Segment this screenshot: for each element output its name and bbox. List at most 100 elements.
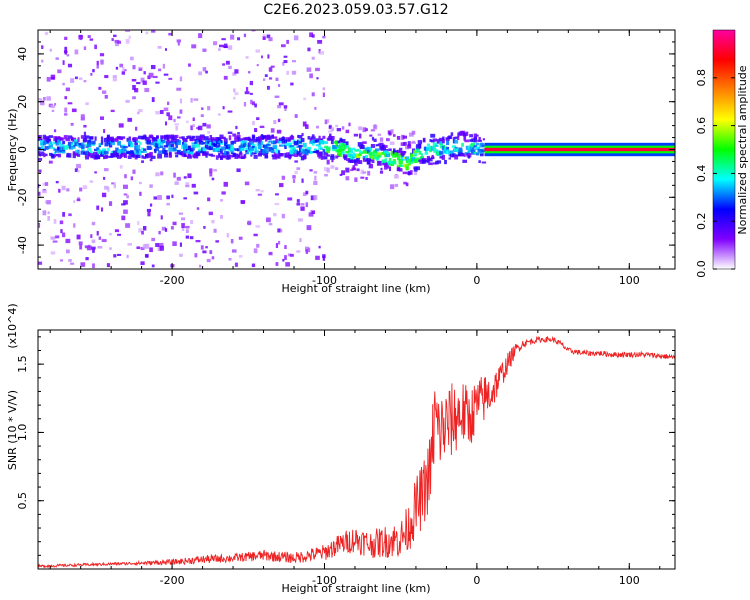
spectrogram-cell (66, 54, 70, 57)
spectrogram-cell (59, 143, 64, 148)
spectrogram-cell (234, 156, 239, 159)
spectrogram-cell (131, 138, 137, 141)
spectrogram-cell (125, 38, 130, 44)
spectrogram-cell (183, 153, 187, 157)
spectrogram-cell (249, 92, 253, 95)
spectrogram-cell (54, 151, 57, 155)
spectrogram-cell (341, 126, 345, 130)
spectrogram-cell (343, 155, 347, 161)
spectrogram-y-axis-title: Frequency (Hz) (6, 109, 19, 192)
spectrogram-cell (263, 150, 269, 155)
spectrogram-cell (238, 152, 243, 156)
spectrogram-cell (256, 64, 259, 67)
spectrogram-cell (157, 153, 163, 159)
spectrogram-cell (70, 137, 74, 140)
spectrogram-cell (72, 151, 76, 156)
spectrogram-cell (289, 149, 295, 155)
spectrogram-cell (221, 146, 227, 151)
spectrogram-cell (285, 154, 290, 157)
spectrogram-cell (50, 251, 56, 255)
spectrogram-cell (253, 248, 258, 254)
spectrogram-cell (370, 129, 376, 132)
spectrogram-cell (111, 38, 114, 41)
spectrogram-cell (121, 136, 126, 139)
spectrogram-cell (240, 147, 245, 151)
spectrogram-cell (248, 138, 254, 142)
spectrogram-cell (75, 149, 78, 154)
spectrogram-cell (322, 155, 326, 160)
spectrogram-cell (230, 151, 234, 155)
spectrogram-cell (138, 135, 143, 140)
spectrogram-cell (126, 137, 129, 142)
spectrogram-cell (287, 253, 292, 257)
spectrogram-cell (305, 124, 309, 129)
spectrogram-cell (96, 60, 99, 66)
spectrogram-cell (225, 146, 231, 149)
spectrogram-cell (251, 30, 256, 32)
spectrogram-cell (165, 135, 171, 139)
spectrogram-cell (352, 147, 356, 150)
spectrogram-cell (186, 136, 189, 139)
spectrogram-cell (356, 148, 360, 152)
spectrogram-cell (464, 139, 470, 143)
spectrogram-cell (386, 164, 390, 169)
spectrogram-cell (309, 32, 314, 38)
spectrogram-cell (311, 92, 315, 97)
spectrogram-cell (101, 90, 107, 94)
spectrogram-cell (166, 137, 170, 141)
spectrogram-cell (364, 150, 369, 154)
spectrogram-cell (109, 136, 112, 142)
spectrogram-cell (196, 207, 200, 210)
spectrogram-cell (373, 150, 377, 153)
spectrogram-cell (117, 233, 122, 236)
spectrogram-cell (411, 130, 416, 135)
spectrogram-cell (354, 149, 358, 152)
spectrogram-cell (284, 144, 287, 150)
spectrogram-cell (150, 64, 156, 70)
spectrogram-cell (192, 117, 195, 122)
spectrogram-cell (41, 45, 44, 50)
spectrogram-cell (47, 211, 50, 215)
spectrogram-cell (420, 156, 425, 160)
spectrogram-cell (112, 75, 117, 79)
spectrogram-cell (40, 142, 45, 146)
spectrogram-cell (54, 103, 57, 106)
spectrogram-cell (47, 215, 51, 221)
spectrogram-cell (158, 68, 162, 72)
spectrogram-cell (192, 146, 195, 151)
spectrogram-cell (396, 164, 401, 168)
spectrogram-cell (369, 152, 373, 157)
spectrogram-cell (205, 70, 208, 74)
spectrogram-y-tick-label: 20 (16, 95, 29, 109)
spectrogram-cell (92, 69, 95, 73)
spectrogram-cell (144, 87, 150, 93)
spectrogram-cell (215, 155, 219, 160)
spectrogram-cell (335, 167, 339, 171)
spectrogram-cell (51, 154, 55, 159)
spectrogram-cell (273, 213, 277, 217)
spectrogram-cell (190, 220, 194, 224)
spectrogram-cell (88, 153, 94, 157)
spectrogram-cell (239, 156, 243, 159)
spectrogram-cell (256, 141, 259, 147)
spectrogram-cell (302, 149, 307, 155)
spectrogram-cell (339, 152, 343, 157)
spectrogram-cell (140, 77, 145, 83)
spectrogram-cell (181, 151, 185, 157)
spectrogram-cell (89, 180, 94, 184)
spectrogram-cell (100, 116, 105, 120)
spectrogram-cell (299, 154, 302, 158)
spectrogram-cell (268, 140, 273, 143)
spectrogram-cell (267, 54, 270, 59)
spectrogram-cell (298, 144, 303, 148)
spectrogram-cell (327, 119, 330, 123)
spectrogram-cell (224, 43, 228, 49)
spectrogram-cell (117, 140, 121, 146)
spectrogram-cell (322, 92, 326, 98)
spectrogram-cell (242, 140, 248, 144)
spectrogram-cell (141, 147, 145, 151)
spectrogram-cell (279, 140, 283, 143)
spectrogram-cell (426, 146, 431, 151)
spectrogram-cell (278, 102, 284, 106)
spectrogram-cell (164, 149, 168, 155)
